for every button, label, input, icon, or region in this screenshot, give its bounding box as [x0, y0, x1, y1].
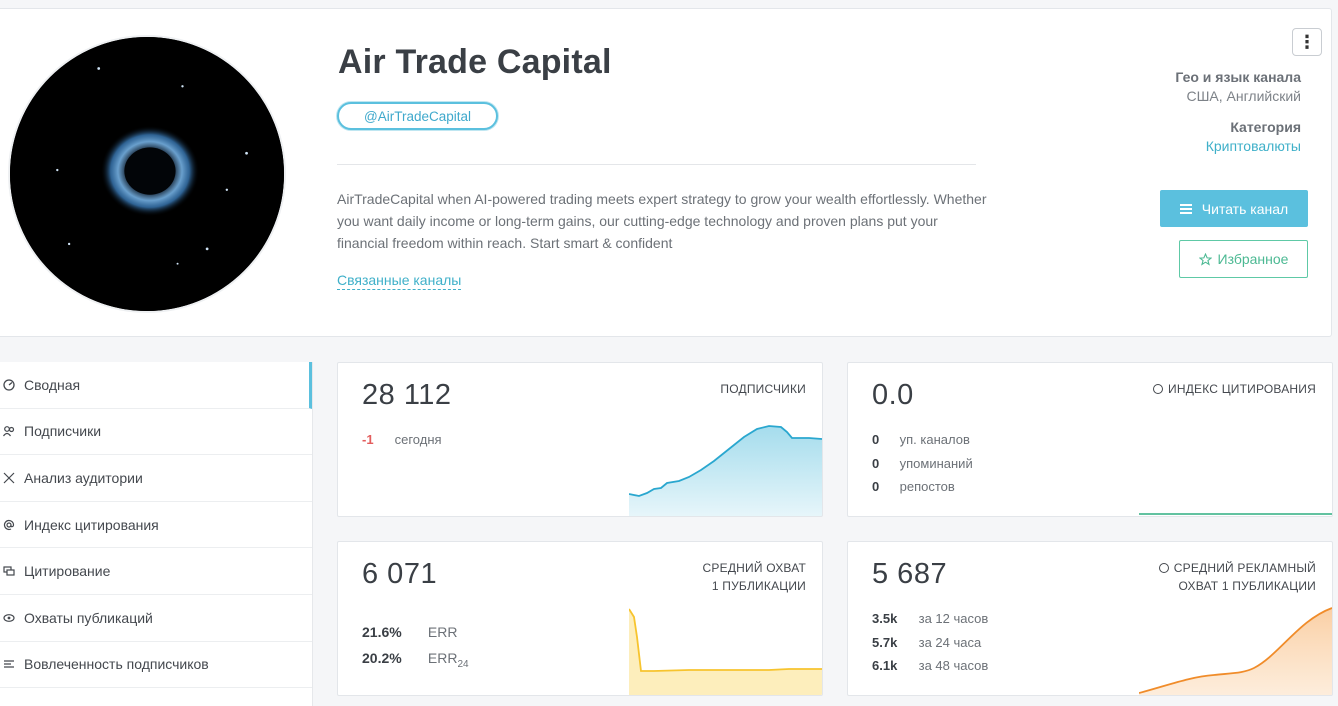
citation-row: 0 упоминаний	[872, 456, 973, 471]
geo-value: США, Английский	[1186, 88, 1301, 104]
sidebar-item-label: Индекс цитирования	[24, 516, 159, 533]
err-value: 21.6%	[362, 624, 402, 640]
vertical-dots-icon: ⋮	[1298, 32, 1316, 52]
read-channel-button[interactable]: Читать канал	[1160, 190, 1308, 227]
favorite-button[interactable]: Избранное	[1179, 240, 1308, 278]
citation-row: 0 уп. каналов	[872, 432, 970, 447]
read-channel-label: Читать канал	[1201, 200, 1289, 217]
favorite-label: Избранное	[1217, 251, 1289, 267]
ad-reach-count: 6.1k	[872, 658, 898, 673]
quote-icon	[2, 564, 16, 578]
channel-header-card: Air Trade Capital @AirTradeCapital AirTr…	[0, 8, 1332, 337]
sidebar-item-summary[interactable]: Сводная	[0, 362, 312, 409]
clock-icon	[1153, 384, 1164, 394]
list-icon	[1179, 203, 1192, 214]
sidebar-item-engagement[interactable]: Вовлеченность подписчиков	[0, 642, 312, 689]
err-label: ERR	[427, 624, 458, 640]
sidebar-item-label: Анализ аудитории	[24, 469, 143, 486]
geo-meta: Гео и язык канала США, Английский	[1175, 69, 1301, 104]
category-label: Категория	[1230, 119, 1301, 135]
sidebar-item-label: Вовлеченность подписчиков	[24, 656, 209, 673]
sidebar-item-label: Подписчики	[24, 423, 102, 440]
category-meta: Категория Криптовалюты	[1206, 119, 1301, 154]
channel-description: AirTradeCapital when AI-powered trading …	[337, 191, 987, 251]
ad-reach-value: 5 687	[872, 558, 948, 590]
stats-sidebar: Сводная Подписчики Анализ аудитории Инде…	[0, 362, 313, 706]
err24-label: ERR	[427, 650, 458, 666]
sidebar-item-label: Сводная	[24, 376, 81, 393]
err24-row: 20.2% ERR24	[362, 650, 469, 670]
reach-sparkline	[629, 608, 822, 695]
dashboard-icon	[2, 378, 16, 392]
subscribers-card: 28 112 ПОДПИСЧИКИ -1 сегодня	[337, 362, 823, 517]
ad-reach-sparkline	[1139, 607, 1332, 695]
sidebar-item-subscribers[interactable]: Подписчики	[0, 409, 312, 456]
related-channels-link[interactable]: Связанные каналы	[337, 272, 462, 290]
sidebar-item-post-reach[interactable]: Охваты публикаций	[0, 595, 312, 642]
channel-avatar	[8, 35, 286, 313]
err24-subscript: 24	[457, 658, 469, 670]
ad-reach-count: 3.5k	[872, 611, 898, 626]
reach-card: 6 071 СРЕДНИЙ ОХВАТ 1 ПУБЛИКАЦИИ 21.6% E…	[337, 541, 823, 696]
more-menu-button[interactable]: ⋮	[1292, 28, 1322, 56]
users-icon	[2, 424, 16, 438]
sidebar-item-audience[interactable]: Анализ аудитории	[0, 455, 312, 502]
sidebar-item-citations[interactable]: Цитирование	[0, 548, 312, 595]
subscribers-label: ПОДПИСЧИКИ	[720, 382, 806, 396]
ad-reach-card: 5 687 СРЕДНИЙ РЕКЛАМНЫЙ ОХВАТ 1 ПУБЛИКАЦ…	[847, 541, 1333, 696]
citation-index-label: ИНДЕКС ЦИТИРОВАНИЯ	[1153, 380, 1316, 398]
subscribers-count: 28 112	[362, 379, 452, 411]
citation-count: 0	[872, 479, 880, 494]
subscribers-sparkline	[629, 425, 822, 516]
geo-label: Гео и язык канала	[1175, 69, 1301, 85]
nebula-image	[10, 37, 284, 311]
err24-value: 20.2%	[362, 650, 402, 666]
star-icon	[1198, 252, 1212, 266]
ad-reach-label: СРЕДНИЙ РЕКЛАМНЫЙ ОХВАТ 1 ПУБЛИКАЦИИ	[1158, 559, 1316, 595]
channel-handle-pill[interactable]: @AirTradeCapital	[337, 102, 498, 130]
category-link[interactable]: Криптовалюты	[1205, 138, 1301, 154]
ad-reach-count: 5.7k	[872, 635, 898, 650]
citation-sparkline	[1139, 513, 1332, 515]
ad-reach-row: 6.1k за 48 часов	[872, 658, 989, 673]
subscribers-delta-row: -1 сегодня	[362, 432, 442, 447]
subscribers-delta: -1	[362, 432, 374, 447]
eye-icon	[2, 611, 16, 625]
reach-value: 6 071	[362, 558, 438, 590]
reach-label: СРЕДНИЙ ОХВАТ 1 ПУБЛИКАЦИИ	[702, 561, 806, 593]
sidebar-item-label: Охваты публикаций	[24, 609, 153, 626]
subscribers-delta-label: сегодня	[394, 432, 442, 447]
citation-count: 0	[872, 432, 880, 447]
citation-row: 0 репостов	[872, 479, 955, 494]
citation-index-value: 0.0	[872, 379, 914, 411]
clock-icon	[1158, 563, 1169, 573]
at-icon	[2, 518, 16, 532]
sidebar-item-citation-index[interactable]: Индекс цитирования	[0, 502, 312, 549]
err-row: 21.6% ERR	[362, 624, 457, 640]
ad-reach-row: 3.5k за 12 часов	[872, 611, 989, 626]
citation-count: 0	[872, 456, 880, 471]
sidebar-item-label: Цитирование	[24, 563, 111, 580]
engagement-icon	[2, 657, 16, 671]
ad-reach-row: 5.7k за 24 часа	[872, 635, 982, 650]
audience-icon	[2, 471, 16, 485]
citation-index-card: 0.0 ИНДЕКС ЦИТИРОВАНИЯ 0 уп. каналов 0 у…	[847, 362, 1333, 517]
header-divider	[337, 164, 976, 165]
channel-title: Air Trade Capital	[338, 43, 612, 81]
